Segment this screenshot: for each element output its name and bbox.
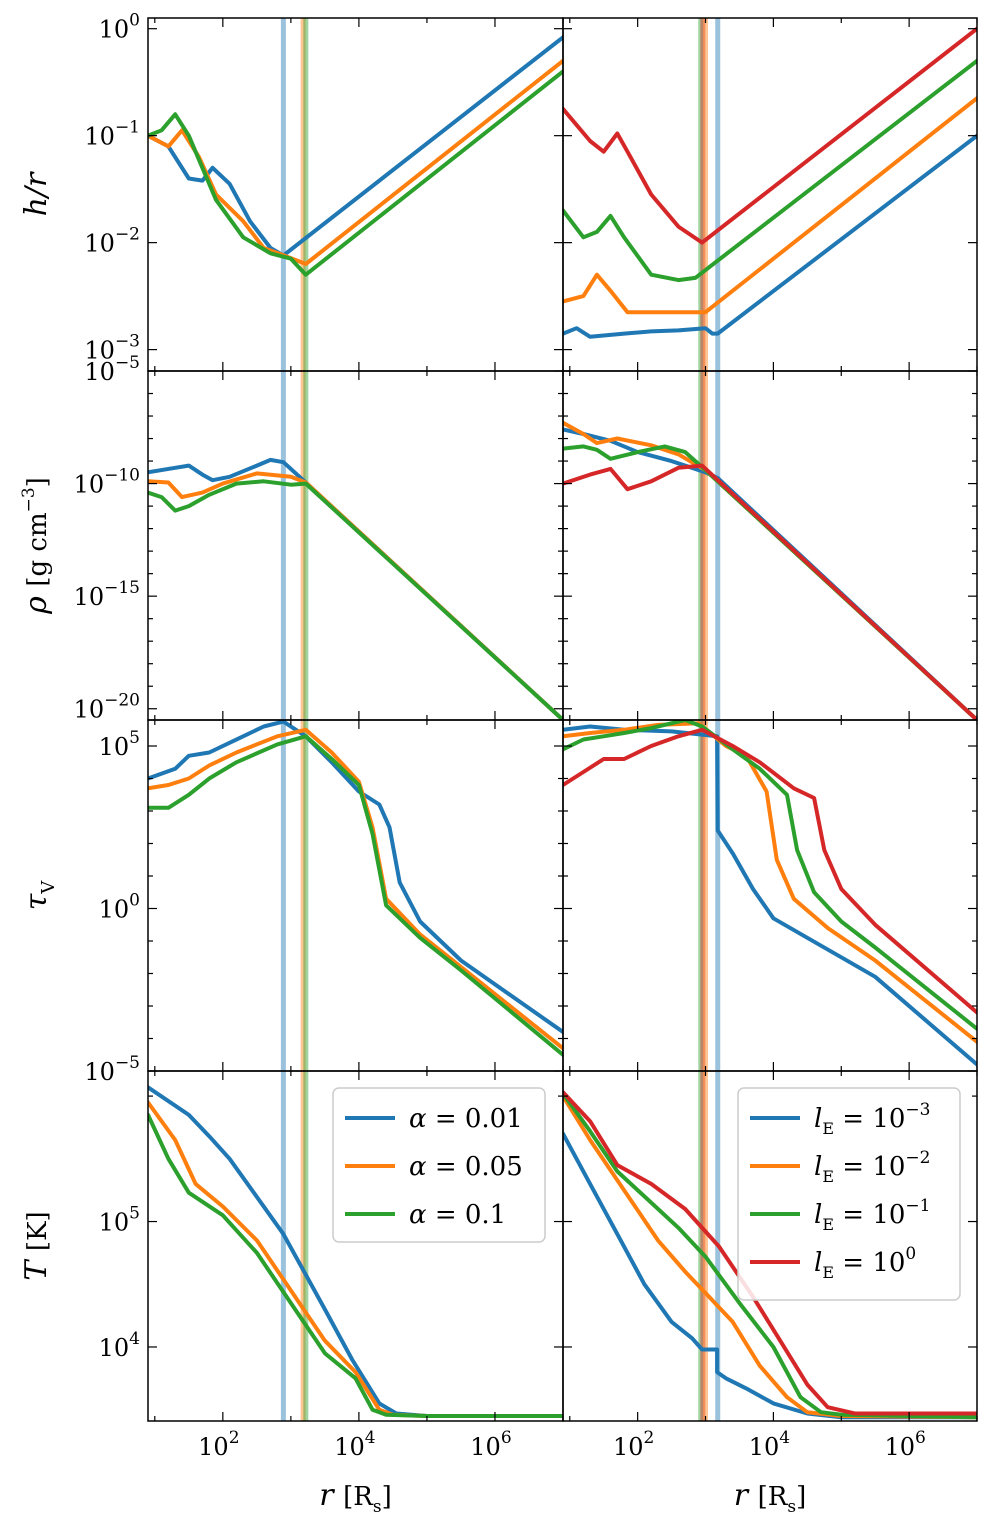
legend-label-blue: α = 0.01: [409, 1104, 523, 1134]
legend-label-orange: lE = 10−2: [814, 1148, 930, 1186]
panel-frame-left-tau: [147, 719, 564, 1072]
line-left-rho-green: [148, 479, 563, 720]
ylabel-rho: ρ [g cm−3]: [19, 477, 54, 615]
legend-box-right: [737, 1087, 961, 1301]
panel-frame-right-h_over_r: [562, 17, 978, 372]
line-left-rho-orange: [148, 471, 563, 720]
legend-label-orange: α = 0.05: [409, 1152, 523, 1182]
panel-frame-left-rho: [147, 370, 564, 721]
line-right-temperature-orange: [563, 1094, 977, 1420]
xtick-label: 106: [884, 1428, 925, 1461]
line-right-tau-green: [563, 720, 977, 1031]
line-left-tau-blue: [148, 720, 563, 1034]
line-right-rho-red: [563, 463, 977, 720]
legend-box-left: [332, 1087, 546, 1243]
ytick-label-tau: 10−5: [84, 1053, 140, 1086]
ylabel-h-over-r: h/r: [19, 171, 54, 216]
legend-label-red: lE = 100: [814, 1244, 916, 1282]
line-right-h_over_r-green: [563, 58, 977, 283]
ytick-label-tau: 105: [99, 728, 140, 761]
xlabel-r: r [Rs]: [734, 1478, 807, 1517]
ylabel-temperature: T [K]: [19, 1211, 54, 1280]
xtick-label: 104: [334, 1428, 375, 1461]
line-right-temperature-red: [563, 1090, 977, 1416]
legend-label-blue: lE = 10−3: [814, 1100, 930, 1138]
ytick-label-rho: 10−20: [74, 691, 140, 724]
line-right-h_over_r-red: [563, 26, 977, 245]
line-left-tau-orange: [148, 727, 563, 1051]
line-right-temperature-green: [563, 1091, 977, 1420]
panel-frame-right-tau: [562, 719, 978, 1072]
ytick-label-h_over_r: 10−2: [84, 225, 140, 258]
panel-frame-right-rho: [562, 370, 978, 721]
xtick-label: 102: [613, 1428, 654, 1461]
line-left-tau-green: [148, 734, 563, 1057]
xlabel-r: r [Rs]: [319, 1478, 392, 1517]
panel-frame-right-temperature: [562, 1070, 978, 1422]
line-right-h_over_r-blue: [563, 133, 977, 339]
ytick-label-temperature: 104: [99, 1329, 140, 1362]
ytick-label-rho: 10−5: [84, 353, 140, 386]
panel-frame-left-h_over_r: [147, 17, 564, 372]
line-right-h_over_r-orange: [563, 96, 977, 315]
line-left-h_over_r-orange: [148, 58, 563, 266]
line-left-rho-blue: [148, 457, 563, 720]
line-right-rho-orange: [563, 420, 977, 720]
line-left-temperature-green: [148, 1112, 563, 1418]
ytick-label-temperature: 105: [99, 1204, 140, 1237]
ytick-label-h_over_r: 10−1: [84, 118, 140, 151]
line-left-h_over_r-green: [148, 69, 563, 277]
ytick-label-rho: 10−10: [74, 466, 140, 499]
xtick-label: 104: [749, 1428, 790, 1461]
xtick-label: 106: [470, 1428, 511, 1461]
xtick-label: 102: [198, 1428, 239, 1461]
ylabel-tau: τV: [19, 880, 59, 911]
ytick-label-rho: 10−15: [74, 578, 140, 611]
line-right-rho-blue: [563, 427, 977, 720]
ytick-label-h_over_r: 10−3: [84, 332, 140, 365]
line-right-tau-red: [563, 727, 977, 1015]
legend-label-green: α = 0.1: [409, 1200, 506, 1230]
line-right-temperature-blue: [563, 1131, 977, 1420]
legend-label-green: lE = 10−1: [814, 1196, 930, 1234]
ytick-label-h_over_r: 100: [99, 11, 140, 44]
ytick-label-tau: 100: [99, 891, 140, 924]
